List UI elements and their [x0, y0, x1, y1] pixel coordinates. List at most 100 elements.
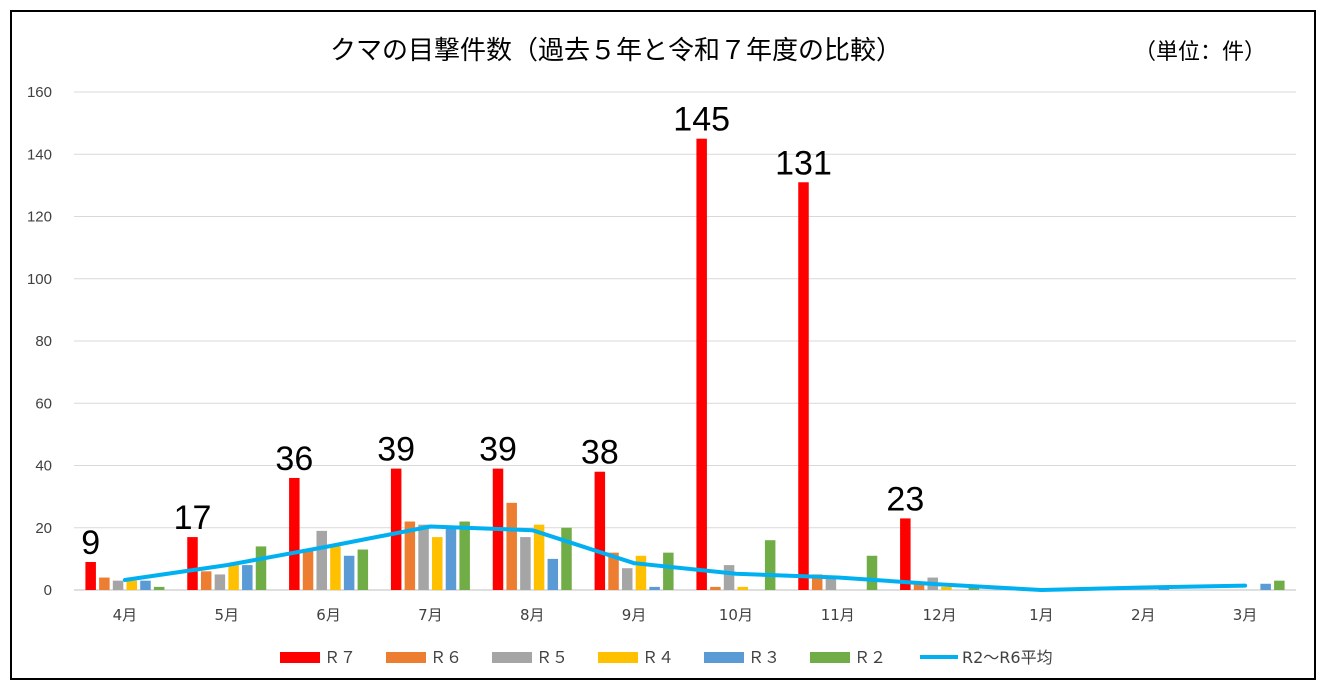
- bars: [85, 138, 1285, 590]
- legend-label: Ｒ５: [536, 648, 568, 667]
- data-label: 36: [275, 440, 313, 478]
- bar: [520, 537, 531, 590]
- legend-swatch: [280, 652, 320, 663]
- x-tick-label: 3月: [1233, 606, 1258, 624]
- bar: [764, 540, 776, 590]
- x-axis-ticks: 4月 5月 6月 7月 8月 9月 10月 11月 12月 1月 2月 3月: [113, 606, 1258, 624]
- legend-swatch: [704, 652, 744, 663]
- bar: [432, 537, 443, 590]
- data-label: 17: [174, 499, 212, 537]
- bar: [696, 138, 707, 590]
- y-axis-ticks: 0 20 40 60 80 100 120 140 160: [27, 84, 52, 599]
- bar: [941, 586, 952, 590]
- bar: [811, 574, 823, 590]
- bar: [723, 565, 735, 590]
- bar: [255, 546, 267, 590]
- legend-swatch: [492, 652, 532, 663]
- bar: [302, 549, 314, 590]
- bar: [99, 577, 110, 590]
- y-tick-label: 40: [35, 458, 52, 475]
- y-tick-label: 80: [35, 333, 52, 350]
- bar: [866, 555, 878, 590]
- data-label: 131: [775, 144, 832, 182]
- bar: [330, 546, 341, 590]
- bar: [445, 527, 457, 590]
- bar: [343, 555, 355, 590]
- chart-title: クマの目撃件数（過去５年と令和７年度の比較）: [330, 36, 902, 66]
- legend-swatch: [810, 652, 850, 663]
- bar: [242, 565, 253, 590]
- gridlines: [74, 91, 1296, 591]
- y-tick-label: 120: [27, 209, 52, 226]
- x-tick-label: 11月: [821, 606, 855, 624]
- bar: [913, 583, 925, 590]
- y-tick-label: 100: [27, 271, 52, 288]
- legend-label: Ｒ３: [748, 648, 780, 667]
- bar: [390, 468, 402, 590]
- bar: [153, 586, 165, 590]
- data-label: 39: [377, 431, 415, 469]
- bar: [635, 555, 647, 590]
- bar: [126, 580, 138, 590]
- bar: [214, 574, 226, 590]
- bar: [1260, 583, 1271, 590]
- bar: [594, 471, 606, 590]
- bar: [357, 549, 369, 590]
- legend-swatch: [386, 652, 426, 663]
- bar: [459, 521, 470, 590]
- legend-label: Ｒ４: [642, 648, 674, 667]
- data-label: 145: [673, 101, 730, 139]
- x-tick-label: 12月: [923, 606, 957, 624]
- bar: [621, 568, 633, 590]
- y-tick-label: 60: [35, 395, 52, 412]
- bar: [798, 182, 809, 590]
- chart-frame: クマの目撃件数（過去５年と令和７年度の比較） （単位：件） 0 20 40 60 80 1…: [10, 10, 1316, 680]
- y-tick-label: 0: [44, 582, 52, 599]
- legend-swatch: [598, 652, 638, 663]
- x-tick-label: 10月: [719, 606, 753, 624]
- data-label: 39: [479, 431, 517, 469]
- bar: [418, 524, 429, 590]
- y-tick-label: 20: [35, 520, 52, 537]
- x-tick-label: 9月: [622, 606, 647, 624]
- bar: [316, 530, 327, 590]
- bar: [561, 527, 572, 590]
- x-tick-label: 8月: [520, 606, 545, 624]
- bar: [112, 580, 124, 590]
- x-tick-label: 4月: [113, 606, 138, 624]
- x-tick-label: 1月: [1029, 606, 1054, 624]
- bar: [200, 571, 212, 590]
- data-labels: 9 17 36 39 39 38 145 131 23: [81, 101, 924, 562]
- legend: Ｒ７ Ｒ６ Ｒ５ Ｒ４ Ｒ３ Ｒ２ R2～R6平均: [280, 648, 1053, 667]
- bar: [608, 552, 619, 590]
- data-label: 38: [581, 434, 619, 472]
- x-tick-label: 5月: [214, 606, 239, 624]
- bar: [187, 537, 198, 590]
- bar: [228, 565, 239, 590]
- legend-label: Ｒ７: [324, 648, 356, 667]
- x-tick-label: 2月: [1131, 606, 1156, 624]
- data-label: 9: [81, 524, 100, 562]
- bar: [85, 561, 96, 590]
- bar: [825, 577, 837, 590]
- bar: [968, 586, 980, 590]
- bar: [737, 586, 749, 590]
- bar: [289, 477, 300, 590]
- x-tick-label: 6月: [316, 606, 341, 624]
- bar: [404, 521, 416, 590]
- bar: [533, 524, 545, 590]
- bar: [506, 502, 517, 590]
- x-tick-label: 7月: [418, 606, 443, 624]
- bar: [900, 518, 911, 590]
- bar: [140, 580, 151, 590]
- bar: [1274, 580, 1285, 590]
- bar: [710, 586, 721, 590]
- legend-label: Ｒ６: [430, 648, 462, 667]
- data-label: 23: [886, 480, 924, 518]
- bar: [547, 558, 559, 590]
- average-line-path: [122, 524, 1248, 592]
- bar: [663, 552, 674, 590]
- y-tick-label: 160: [27, 84, 52, 101]
- unit-label: （単位：件）: [1134, 40, 1266, 65]
- legend-label: R2～R6平均: [962, 648, 1053, 667]
